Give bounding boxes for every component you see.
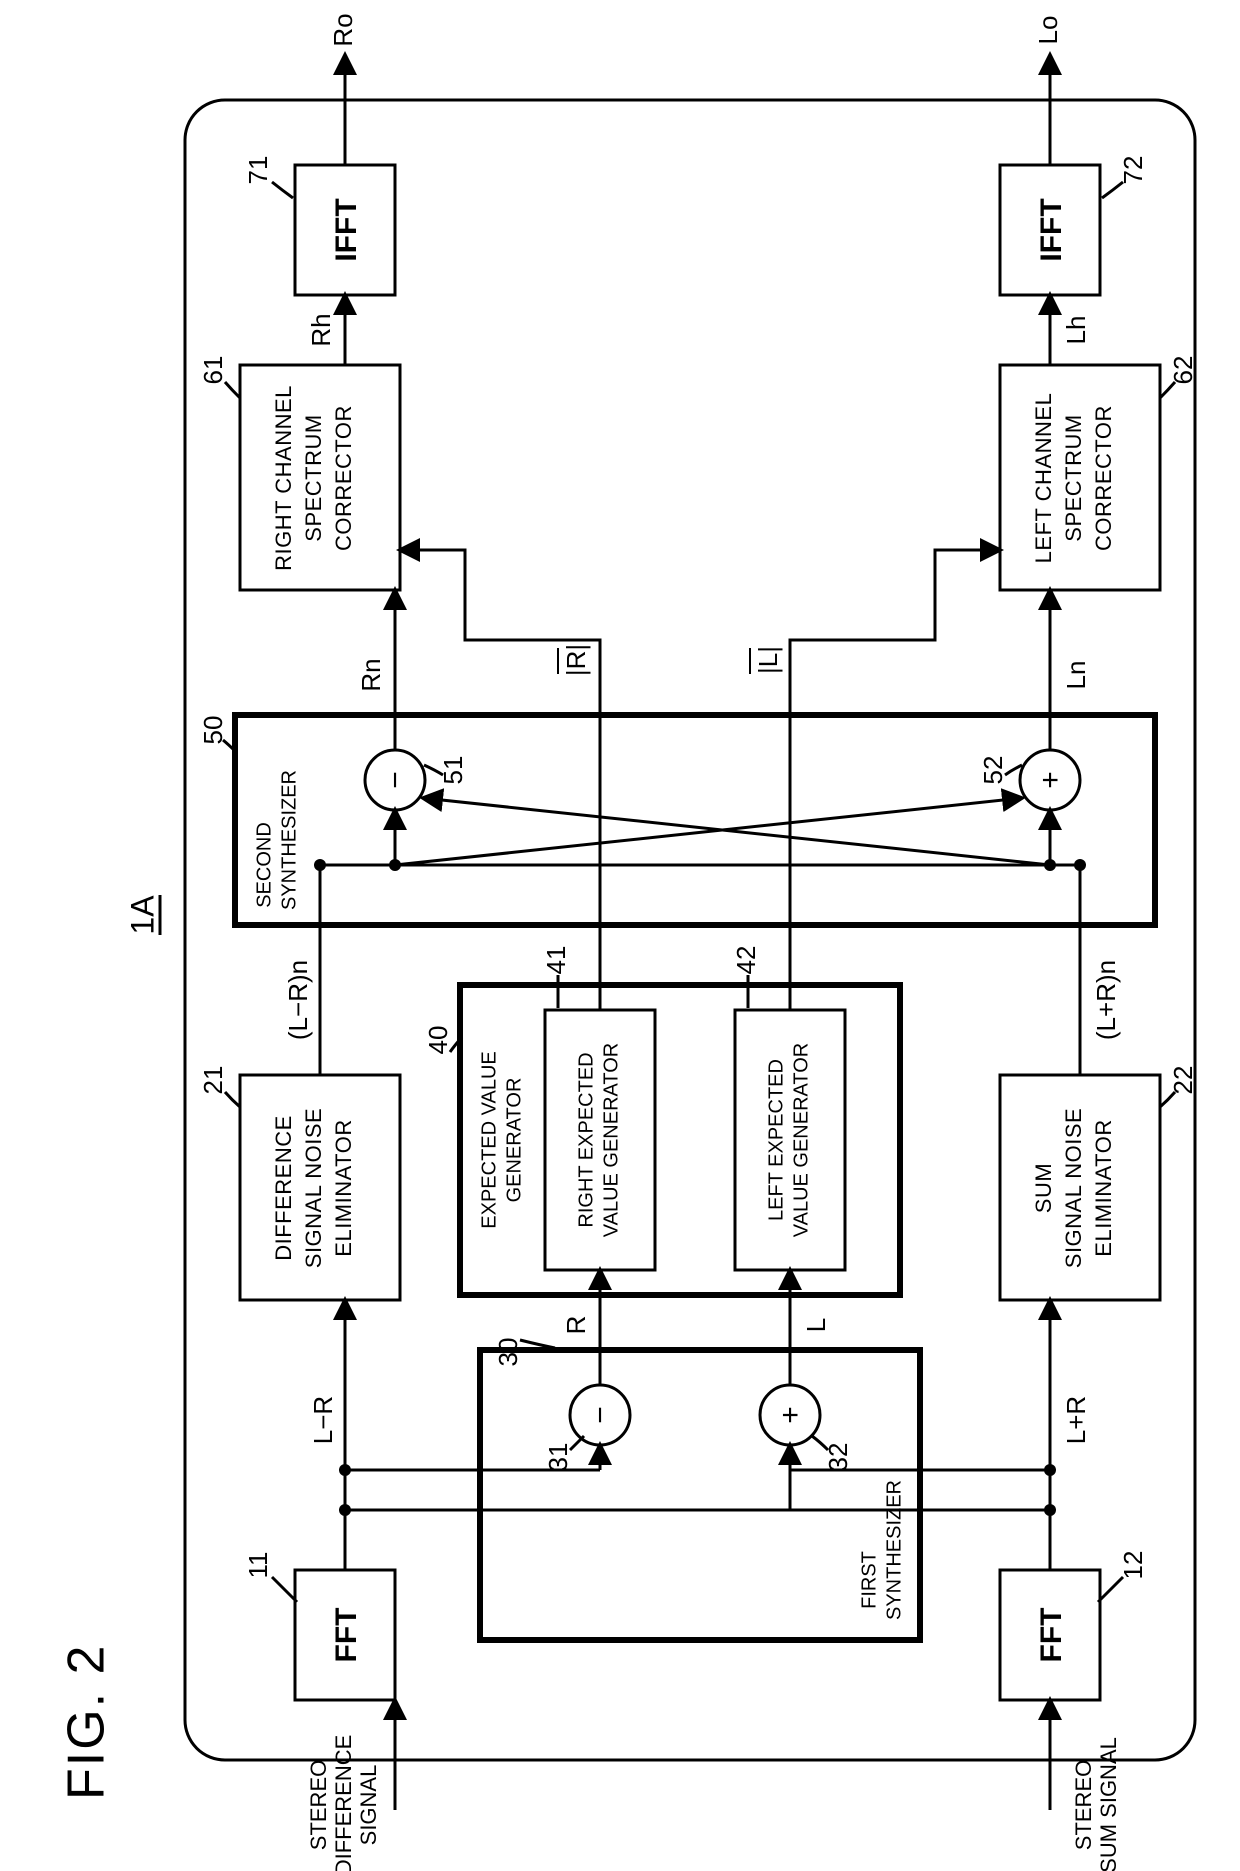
figure-title: FIG. 2: [58, 1644, 116, 1800]
diff-elim-l1: DIFFERENCE: [271, 1115, 296, 1261]
synth2-plus-ref: 52: [978, 756, 1008, 785]
system-id: 1A: [124, 895, 160, 935]
sig-Ro: Ro: [328, 13, 358, 46]
synth1-plus-ref: 32: [823, 1443, 853, 1472]
left-corr-l3: CORRECTOR: [1091, 405, 1116, 551]
input-top-l1: STEREO: [306, 1760, 331, 1850]
ifft-top-ref: 71: [243, 156, 273, 185]
right-corr-ref: 61: [198, 356, 228, 385]
left-exp-l1: LEFT EXPECTED: [765, 1059, 787, 1221]
sig-L: L: [801, 1318, 831, 1332]
sum-elim-l1: SUM: [1031, 1163, 1056, 1213]
sig-Lo: Lo: [1033, 16, 1063, 45]
right-corr-l1: RIGHT CHANNEL: [271, 385, 296, 571]
ifft-top-label: IFFT: [330, 198, 363, 261]
left-corr-ref: 62: [1168, 356, 1198, 385]
left-exp-l2: VALUE GENERATOR: [790, 1043, 812, 1238]
sum-elim-ref: 22: [1168, 1066, 1198, 1095]
sig-absR: |R|: [561, 644, 591, 676]
right-corr-l2: SPECTRUM: [301, 414, 326, 541]
ifft-bot-label: IFFT: [1035, 198, 1068, 261]
fft-bot-ref: 12: [1118, 1551, 1148, 1580]
diff-elim-l2: SIGNAL NOISE: [301, 1108, 326, 1268]
synth1-l2: SYNTHESIZER: [883, 1480, 905, 1620]
synth1-ref: 30: [493, 1338, 523, 1367]
synth2-plus-sign: +: [1034, 771, 1067, 789]
left-exp-ref: 42: [731, 946, 761, 975]
left-corr-l1: LEFT CHANNEL: [1031, 393, 1056, 564]
input-top-l2: DIFFERENCE: [331, 1735, 356, 1871]
right-exp-ref: 41: [541, 946, 571, 975]
synth1-plus-sign: +: [774, 1406, 807, 1424]
exp-gen-l1: EXPECTED VALUE: [478, 1051, 500, 1228]
sig-Rh: Rh: [306, 313, 336, 346]
fft-bot-label: FFT: [1035, 1608, 1068, 1663]
synth2-minus-ref: 51: [438, 756, 468, 785]
left-corr-l2: SPECTRUM: [1061, 414, 1086, 541]
input-top-l3: SIGNAL: [356, 1765, 381, 1846]
diff-elim-l3: ELIMINATOR: [331, 1119, 356, 1256]
sig-Rn: Rn: [356, 658, 386, 691]
ifft-bot-ref: 72: [1118, 156, 1148, 185]
fft-top-ref: 11: [243, 1552, 273, 1579]
sig-lmrn: (L−R)n: [283, 960, 313, 1040]
sig-lprn: (L+R)n: [1091, 960, 1121, 1040]
diff-elim-ref: 21: [198, 1066, 228, 1095]
synth2-minus-sign: −: [379, 771, 412, 789]
exp-gen-ref: 40: [423, 1026, 453, 1055]
fft-top-label: FFT: [330, 1608, 363, 1663]
sig-absL: |L|: [753, 646, 783, 674]
sig-lmr: L−R: [308, 1396, 338, 1444]
synth1-minus-ref: 31: [543, 1443, 573, 1472]
tap-cross-top: [389, 859, 401, 871]
synth2-l2: SYNTHESIZER: [278, 770, 300, 910]
sum-elim-l2: SIGNAL NOISE: [1061, 1108, 1086, 1268]
input-bot-l1: STEREO: [1071, 1760, 1096, 1850]
sum-elim-l3: ELIMINATOR: [1091, 1119, 1116, 1256]
sig-lpr: L+R: [1061, 1396, 1091, 1444]
sig-R: R: [561, 1316, 591, 1335]
right-corr-l3: CORRECTOR: [331, 405, 356, 551]
exp-gen-l2: GENERATOR: [503, 1078, 525, 1203]
synth1-minus-sign: −: [584, 1406, 617, 1424]
input-bot-l2: SUM SIGNAL: [1096, 1737, 1121, 1871]
right-exp-l2: VALUE GENERATOR: [600, 1043, 622, 1238]
sig-Lh: Lh: [1061, 316, 1091, 345]
tap-cross-bot: [1044, 859, 1056, 871]
right-exp-l1: RIGHT EXPECTED: [575, 1052, 597, 1227]
sig-Ln: Ln: [1061, 661, 1091, 690]
synth2-l1: SECOND: [253, 822, 275, 908]
synth1-l1: FIRST: [858, 1551, 880, 1609]
